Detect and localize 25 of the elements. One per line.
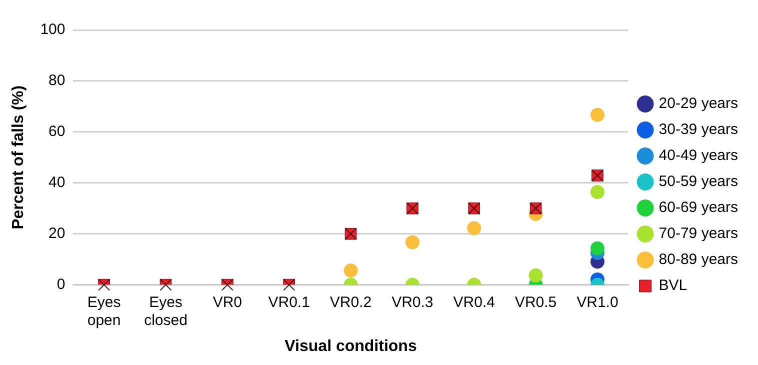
x-tick-label: VR0.4 — [453, 294, 495, 311]
x-tick-label: VR0.3 — [392, 294, 434, 311]
y-tick-label: 80 — [48, 72, 66, 90]
y-tick-label: 20 — [48, 224, 66, 242]
x-tick-label: Eyes closed — [144, 294, 188, 329]
x-tick-label: VR0.5 — [514, 294, 557, 311]
legend-label: BVL — [658, 277, 688, 294]
legend-label: 80-89 years — [658, 251, 738, 268]
y-tick-label: 0 — [56, 276, 66, 293]
x-tick-label: VR1.0 — [576, 294, 618, 311]
legend-label: 50-59 years — [658, 173, 738, 190]
y-tick-label: 40 — [48, 174, 66, 192]
x-axis-title: Visual conditions — [284, 338, 417, 355]
y-tick-label: 60 — [48, 123, 66, 140]
legend-label: 60-69 years — [658, 199, 738, 216]
x-tick-label: VR0.1 — [268, 294, 310, 311]
legend-label: 40-49 years — [658, 147, 738, 164]
x-tick-label: VR0 — [212, 294, 242, 311]
legend-label: 30-39 years — [658, 121, 738, 138]
legend-label: 20-29 years — [658, 95, 738, 112]
x-tick-label: Eyes open — [87, 294, 121, 329]
y-tick-label: 100 — [40, 21, 66, 38]
y-axis-title: Percent of falls (%) — [10, 85, 28, 230]
legend-label: 70-79 years — [658, 225, 738, 242]
x-tick-label: VR0.2 — [330, 294, 372, 311]
